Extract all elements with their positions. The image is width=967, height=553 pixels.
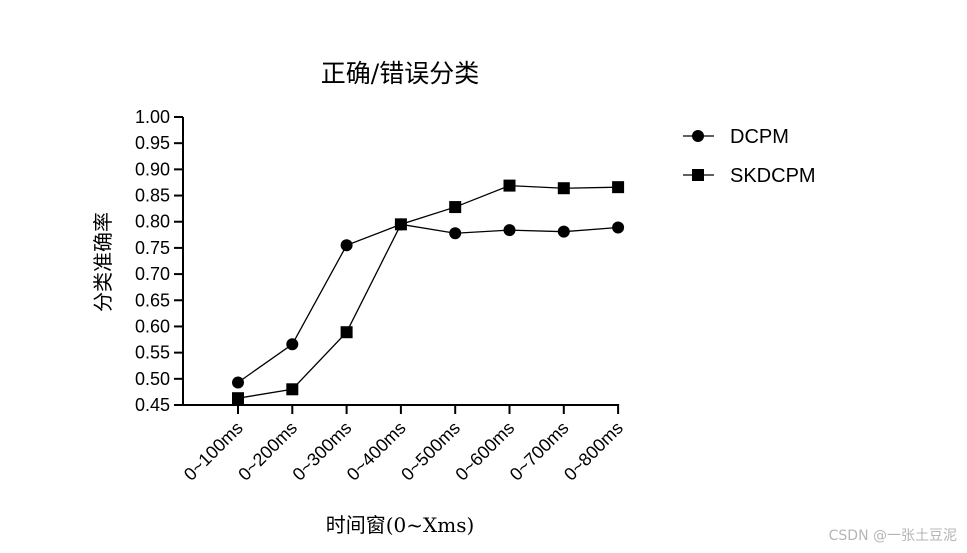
data-point: [340, 239, 353, 252]
x-tick-label: 0~100ms: [180, 418, 247, 485]
y-axis: 0.45 0.50 0.55 0.60 0.65 0.70 0.75 0.80 0.85 0.90…: [135, 107, 184, 415]
x-axis: 0~100ms0~200ms0~300ms0~400ms0~500ms0~600…: [180, 404, 627, 485]
legend: DCPM SKDCPM: [683, 126, 816, 187]
x-tick-label: 0~700ms: [506, 418, 573, 485]
data-point: [612, 221, 625, 234]
y-tick-label: 0.45: [135, 395, 170, 415]
chart-title: 正确/错误分类: [321, 59, 479, 88]
data-point: [232, 392, 244, 405]
data-point: [394, 218, 407, 231]
x-tick-label: 0~600ms: [451, 418, 518, 485]
legend-marker: [692, 169, 704, 181]
series-dcpm: [232, 218, 625, 389]
y-tick-label: 0.95: [135, 133, 170, 153]
y-tick-label: 0.55: [135, 343, 170, 363]
series-skdcpm: [232, 179, 625, 405]
x-tick-label: 0~400ms: [343, 418, 410, 485]
series-line: [237, 184, 619, 399]
y-tick-label: 1.00: [135, 107, 170, 127]
data-point: [557, 182, 570, 195]
data-point: [286, 338, 299, 351]
x-axis-label: 时间窗(0~Xms): [326, 513, 475, 537]
data-point: [340, 326, 353, 339]
x-tick-label: 0~500ms: [397, 418, 464, 485]
series-layer: [232, 179, 625, 405]
data-point: [232, 376, 244, 389]
y-tick-label: 0.65: [135, 290, 170, 310]
legend-label: DCPM: [730, 126, 789, 148]
data-point: [557, 225, 570, 238]
x-tick-label: 0~300ms: [289, 418, 356, 485]
y-tick-label: 0.50: [135, 369, 170, 389]
data-point: [612, 181, 625, 194]
y-axis-label: 分类准确率: [91, 212, 115, 312]
data-point: [503, 179, 516, 192]
y-tick-label: 0.80: [135, 212, 170, 232]
series-line: [237, 223, 619, 384]
y-tick-label: 0.85: [135, 186, 170, 206]
y-tick-label: 0.90: [135, 159, 170, 179]
y-tick-label: 0.60: [135, 316, 170, 336]
legend-marker: [692, 130, 704, 142]
x-tick-label: 0~800ms: [560, 418, 627, 485]
data-point: [503, 224, 516, 237]
watermark: CSDN @一张土豆泥: [828, 528, 957, 544]
y-tick-label: 0.70: [135, 264, 170, 284]
data-point: [449, 201, 462, 214]
data-point: [286, 383, 299, 396]
y-tick-label: 0.75: [135, 238, 170, 258]
x-tick-label: 0~200ms: [234, 418, 301, 485]
legend-label: SKDCPM: [730, 165, 816, 187]
data-point: [449, 227, 462, 240]
